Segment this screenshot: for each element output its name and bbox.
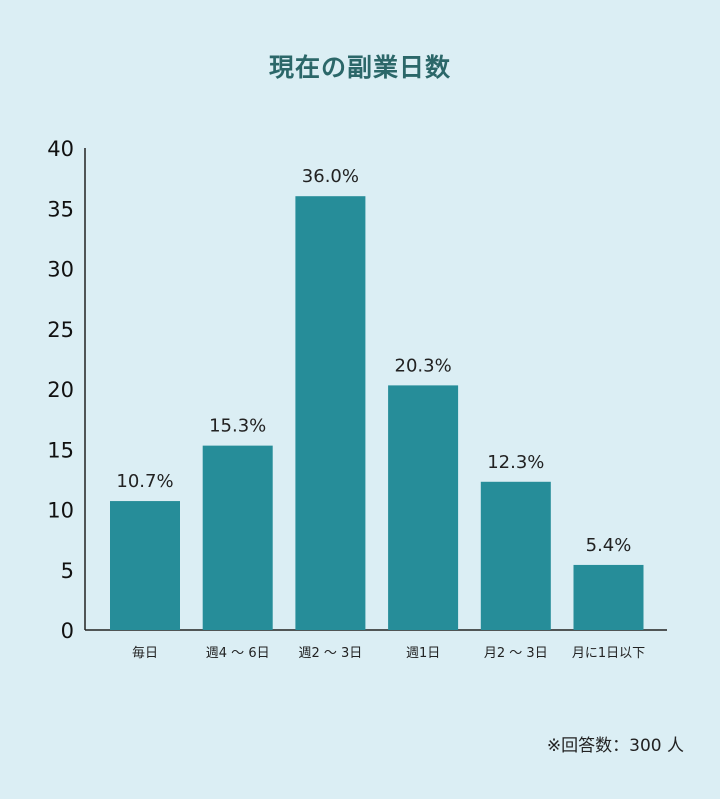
data-label: 5.4% xyxy=(586,535,632,556)
data-label: 20.3% xyxy=(395,355,452,376)
bar xyxy=(388,385,459,630)
bar xyxy=(480,481,551,630)
y-tick-label: 35 xyxy=(47,197,74,221)
y-tick-label: 40 xyxy=(47,137,74,161)
x-tick-label: 週4 〜 6日 xyxy=(206,646,270,661)
data-label: 15.3% xyxy=(209,416,266,437)
y-tick-label: 5 xyxy=(61,559,74,583)
data-label: 12.3% xyxy=(487,452,544,473)
bar xyxy=(202,445,273,630)
x-tick-label: 月に1日以下 xyxy=(572,646,645,661)
bar xyxy=(110,501,180,630)
x-tick-label: 週1日 xyxy=(406,646,440,661)
footnote: ※回答数：300 人 xyxy=(546,736,684,756)
x-tick-label: 毎日 xyxy=(132,645,158,661)
x-tick-label: 月2 〜 3日 xyxy=(484,646,548,661)
y-tick-label: 30 xyxy=(47,258,74,282)
y-tick-label: 0 xyxy=(61,619,74,643)
y-tick-label: 25 xyxy=(47,318,74,342)
data-label: 10.7% xyxy=(116,471,173,492)
chart-title: 現在の副業日数 xyxy=(268,53,451,82)
data-label: 36.0% xyxy=(302,166,359,187)
bar xyxy=(573,564,644,630)
y-tick-label: 20 xyxy=(47,378,74,402)
y-tick-label: 15 xyxy=(47,438,74,462)
x-tick-label: 週2 〜 3日 xyxy=(298,646,362,661)
bar xyxy=(295,196,366,630)
y-tick-label: 10 xyxy=(47,499,74,523)
